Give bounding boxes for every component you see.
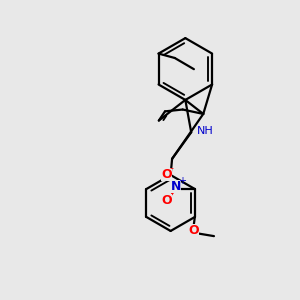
Text: +: + [178,176,186,186]
Text: NH: NH [196,126,213,136]
Text: -: - [169,164,173,173]
Text: N: N [170,180,181,193]
Text: O: O [188,224,199,237]
Text: O: O [162,194,172,207]
Text: O: O [162,168,172,181]
